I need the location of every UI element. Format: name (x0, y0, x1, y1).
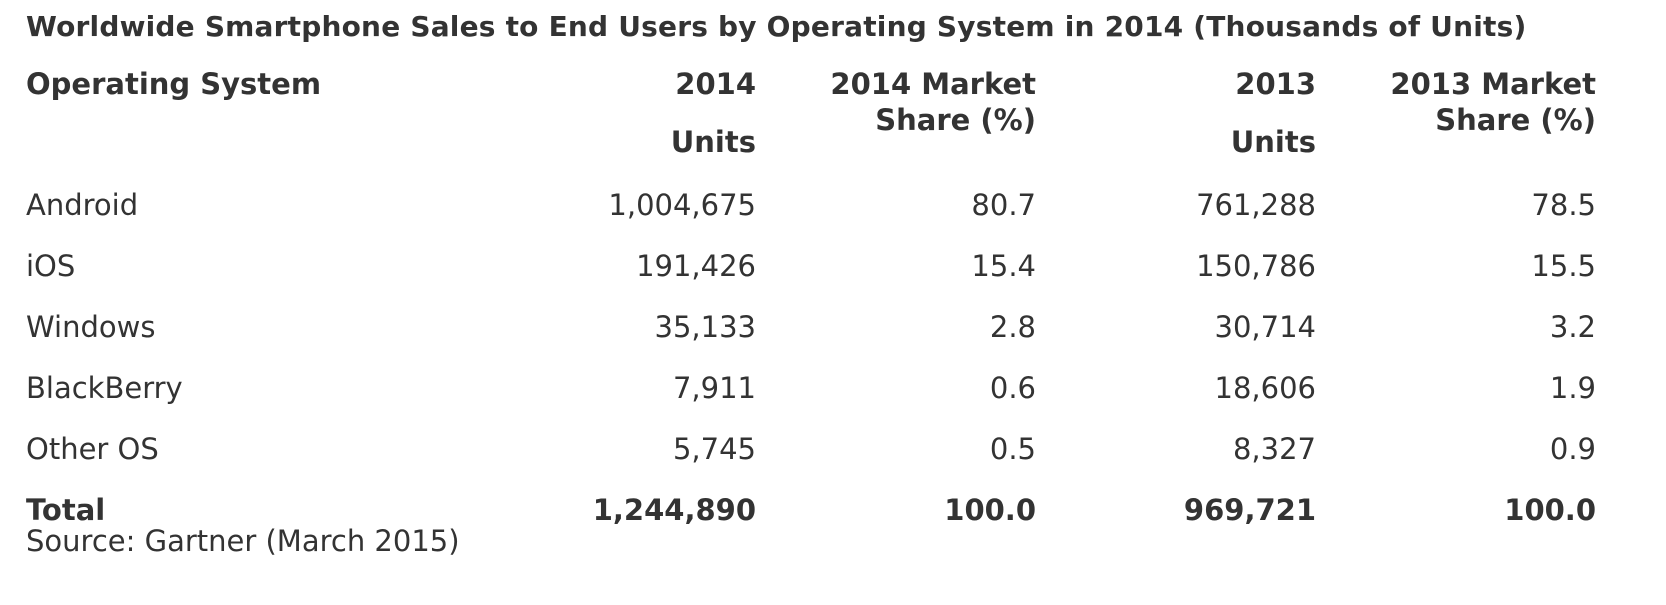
cell-units-2013: 150,786 (1196, 248, 1316, 283)
header-units-2013-label: Units (1230, 125, 1316, 159)
cell-share-2013: 78.5 (1531, 187, 1596, 222)
cell-units-2014: 35,133 (654, 309, 756, 344)
header-units-2013-year: 2013 (1235, 67, 1316, 101)
cell-units-2014: 7,911 (672, 370, 756, 405)
table-row: iOS 191,426 15.4 150,786 15.5 (26, 235, 1596, 296)
cell-units-2013: 761,288 (1196, 187, 1316, 222)
header-os-label: Operating System (26, 67, 322, 101)
cell-os: BlackBerry (26, 370, 183, 405)
cell-units-2013: 8,327 (1232, 431, 1316, 466)
cell-share-2013: 15.5 (1531, 248, 1596, 283)
total-units-2013: 969,721 (1183, 492, 1316, 527)
page-title: Worldwide Smartphone Sales to End Users … (26, 10, 1527, 43)
total-share-2014: 100.0 (944, 492, 1036, 527)
header-share-2014-line2: Share (%) (875, 103, 1036, 137)
cell-share-2014: 0.5 (989, 431, 1036, 466)
header-units-2014: 2014 Units (436, 66, 756, 174)
sales-table: Operating System 2014 Units 2014 Market … (26, 66, 1596, 540)
cell-os: iOS (26, 248, 76, 283)
table-row: Android 1,004,675 80.7 761,288 78.5 (26, 174, 1596, 235)
total-share-2013: 100.0 (1504, 492, 1596, 527)
table-row: Windows 35,133 2.8 30,714 3.2 (26, 296, 1596, 357)
cell-share-2013: 3.2 (1549, 309, 1596, 344)
cell-share-2014: 80.7 (971, 187, 1036, 222)
total-units-2014: 1,244,890 (592, 492, 756, 527)
header-units-2014-label: Units (670, 125, 756, 159)
header-share-2013: 2013 Market Share (%) (1316, 66, 1596, 174)
cell-units-2013: 18,606 (1214, 370, 1316, 405)
header-share-2014-line1: 2014 Market (830, 67, 1036, 101)
cell-share-2014: 0.6 (989, 370, 1036, 405)
cell-os: Other OS (26, 431, 159, 466)
table-row: BlackBerry 7,911 0.6 18,606 1.9 (26, 357, 1596, 418)
header-units-2013: 2013 Units (1036, 66, 1316, 174)
cell-share-2013: 0.9 (1549, 431, 1596, 466)
header-row: Operating System 2014 Units 2014 Market … (26, 66, 1596, 174)
cell-units-2014: 191,426 (636, 248, 756, 283)
header-os: Operating System (26, 66, 436, 174)
cell-share-2014: 2.8 (989, 309, 1036, 344)
table-row: Other OS 5,745 0.5 8,327 0.9 (26, 418, 1596, 479)
cell-units-2014: 1,004,675 (608, 187, 756, 222)
cell-units-2013: 30,714 (1214, 309, 1316, 344)
header-share-2014: 2014 Market Share (%) (756, 66, 1036, 174)
cell-os: Android (26, 187, 139, 222)
source-note: Source: Gartner (March 2015) (26, 524, 460, 558)
header-units-2014-year: 2014 (675, 67, 756, 101)
header-share-2013-line2: Share (%) (1435, 103, 1596, 137)
header-share-2013-line1: 2013 Market (1390, 67, 1596, 101)
cell-share-2013: 1.9 (1549, 370, 1596, 405)
cell-share-2014: 15.4 (971, 248, 1036, 283)
cell-os: Windows (26, 309, 156, 344)
cell-units-2014: 5,745 (672, 431, 756, 466)
total-label: Total (26, 492, 106, 527)
total-row: Total 1,244,890 100.0 969,721 100.0 (26, 479, 1596, 540)
